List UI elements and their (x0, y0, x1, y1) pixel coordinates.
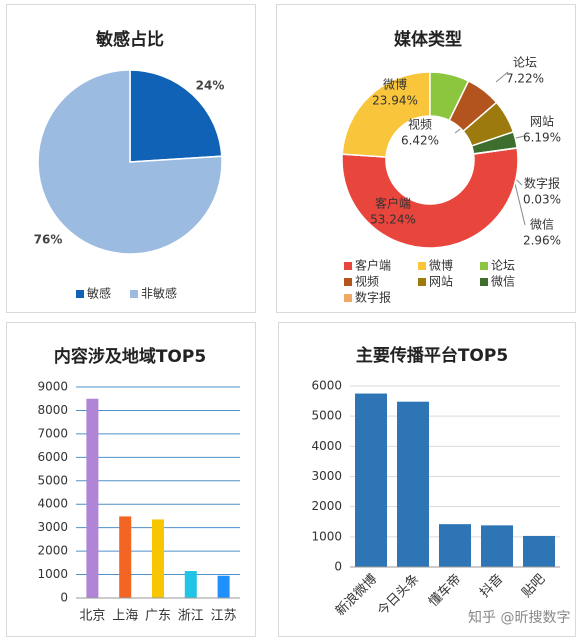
y-tick-label: 8000 (37, 403, 68, 417)
y-tick-label: 2000 (311, 499, 342, 513)
bar (217, 575, 230, 598)
y-tick-label: 0 (60, 591, 68, 605)
chart-title: 媒体类型 (394, 29, 462, 50)
legend-swatch (344, 294, 352, 302)
y-tick-label: 7000 (37, 426, 68, 440)
legend-label: 客户端 (355, 258, 391, 273)
data-label-name: 客户端 (375, 196, 411, 211)
pie-slice (37, 69, 223, 255)
chart-title: 敏感占比 (95, 29, 164, 50)
legend-label: 微博 (429, 258, 453, 273)
x-tick-label: 浙江 (178, 609, 204, 624)
data-label-value: 6.19% (523, 131, 561, 145)
bar (355, 393, 387, 567)
chart-title: 主要传播平台TOP5 (356, 345, 508, 366)
bar (152, 519, 164, 598)
bar (481, 525, 513, 567)
legend-label: 非敏感 (141, 286, 177, 301)
data-label-value: 53.24% (370, 213, 416, 227)
data-label-name: 论坛 (513, 56, 537, 70)
y-tick-label: 3000 (37, 520, 68, 534)
leader-line (495, 71, 509, 83)
legend-label: 论坛 (491, 259, 515, 273)
data-label: 24% (196, 79, 225, 93)
data-label-value: 2.96% (523, 234, 561, 248)
y-tick-label: 5000 (311, 409, 342, 423)
legend-label: 网站 (429, 275, 453, 289)
legend-swatch (418, 262, 426, 270)
x-tick-label: 江苏 (211, 608, 237, 624)
bar (439, 524, 471, 567)
donut-slice (472, 146, 519, 155)
y-tick-label: 2000 (37, 544, 68, 558)
data-label-value: 7.22% (506, 72, 544, 86)
legend-swatch (418, 278, 426, 286)
y-tick-label: 1000 (311, 529, 342, 543)
y-tick-label: 9000 (37, 380, 68, 394)
bar (119, 516, 132, 598)
x-tick-label: 上海 (112, 609, 138, 624)
data-label-name: 数字报 (524, 176, 560, 191)
donut-slice (341, 71, 431, 158)
watermark: 知乎 @昕搜数字 (468, 609, 570, 626)
legend-swatch (76, 290, 84, 298)
y-tick-label: 6000 (37, 450, 68, 464)
data-label-name: 视频 (408, 117, 432, 132)
panel (276, 4, 576, 313)
bar (523, 535, 555, 567)
y-tick-label: 6000 (311, 379, 342, 393)
legend-label: 敏感 (87, 286, 111, 301)
y-tick-label: 3000 (311, 469, 342, 483)
chart-title: 内容涉及地域TOP5 (54, 346, 206, 367)
legend-swatch (480, 278, 488, 286)
x-tick-label: 广东 (145, 609, 171, 624)
data-label-name: 微博 (383, 77, 407, 92)
bar (184, 571, 197, 598)
bar (86, 398, 99, 598)
panel (6, 322, 256, 637)
data-label-name: 微信 (530, 218, 554, 232)
legend-label: 数字报 (355, 290, 391, 305)
legend-label: 视频 (355, 274, 379, 289)
legend-label: 微信 (491, 275, 515, 289)
y-tick-label: 1000 (37, 567, 68, 581)
data-label-value: 23.94% (372, 94, 418, 108)
legend-swatch (130, 290, 138, 298)
legend-swatch (480, 262, 488, 270)
data-label-name: 网站 (530, 115, 554, 129)
bar (397, 401, 429, 567)
x-tick-label: 北京 (79, 609, 105, 624)
y-tick-label: 4000 (37, 497, 68, 511)
pie-slice (129, 69, 223, 163)
y-tick-label: 4000 (311, 439, 342, 453)
data-label-value: 0.03% (523, 193, 561, 207)
data-label-value: 6.42% (401, 134, 439, 148)
legend-swatch (344, 262, 352, 270)
donut-slice (341, 147, 519, 249)
data-label: 76% (34, 233, 63, 247)
y-tick-label: 5000 (37, 473, 68, 487)
y-tick-label: 0 (334, 560, 342, 574)
legend-swatch (344, 278, 352, 286)
